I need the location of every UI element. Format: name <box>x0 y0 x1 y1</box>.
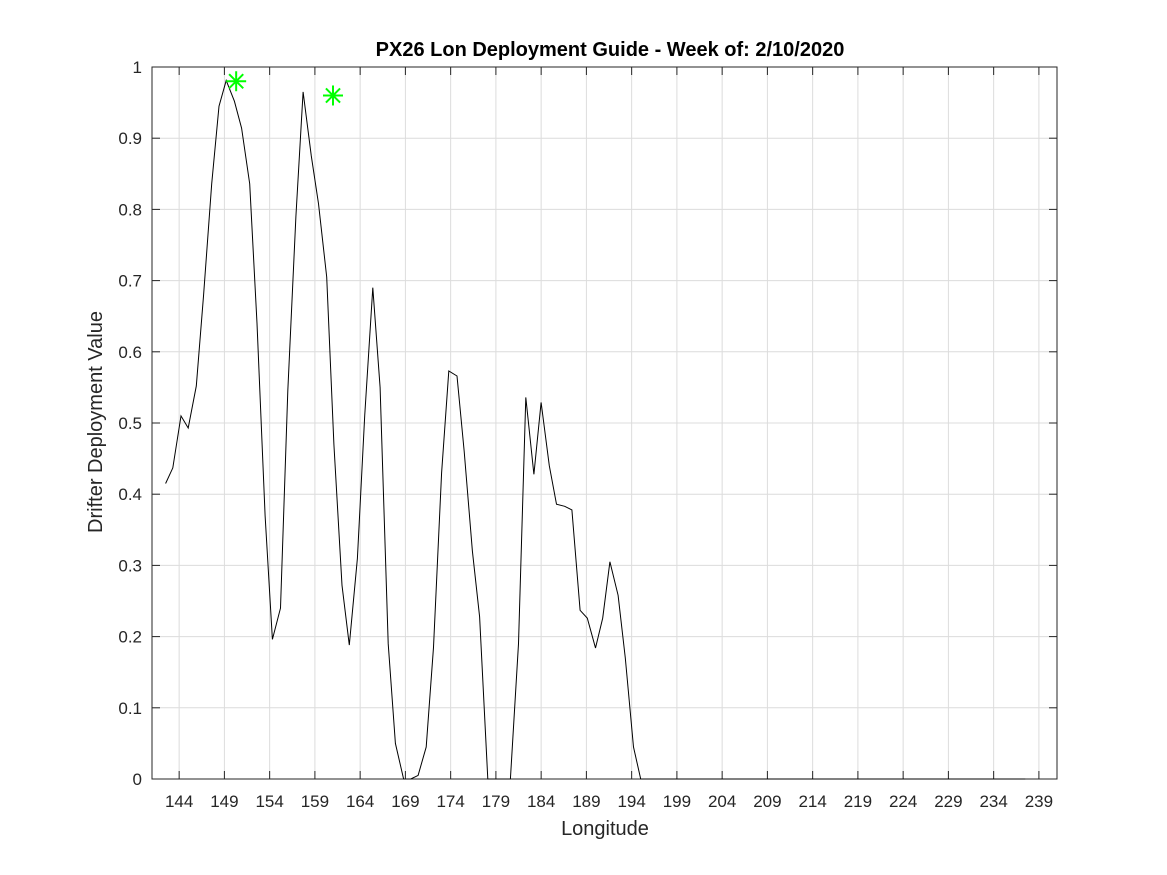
chart-title: PX26 Lon Deployment Guide - Week of: 2/1… <box>376 39 845 61</box>
x-tick-label: 184 <box>527 792 555 811</box>
x-tick-label: 209 <box>753 792 781 811</box>
x-tick-label: 144 <box>165 792 193 811</box>
y-axis-label: Drifter Deployment Value <box>85 311 107 533</box>
x-tick-label: 179 <box>482 792 510 811</box>
x-tick-label: 214 <box>798 792 826 811</box>
peak-marker <box>226 71 247 92</box>
y-tick-label: 0.5 <box>118 414 142 433</box>
y-tick-label: 0.6 <box>118 343 142 362</box>
x-axis-tick-labels: 144 149 154 159 164 169 174 179 184 189 194 199 204 2… <box>165 792 1053 811</box>
x-tick-label: 234 <box>979 792 1007 811</box>
x-tick-label: 189 <box>572 792 600 811</box>
series-line-deployment-value <box>165 78 1026 780</box>
peak-marker <box>323 85 343 106</box>
axis-ticks <box>152 66 1057 780</box>
y-tick-label: 0.2 <box>118 628 142 647</box>
y-tick-label: 0.9 <box>118 129 142 148</box>
highlighted-peak-markers <box>226 71 343 106</box>
x-tick-label: 154 <box>255 792 283 811</box>
y-tick-label: 0.1 <box>118 699 142 718</box>
x-tick-label: 239 <box>1025 792 1053 811</box>
y-tick-label: 0.8 <box>118 200 142 219</box>
y-tick-label: 0.3 <box>118 556 142 575</box>
x-tick-label: 169 <box>391 792 419 811</box>
y-tick-label: 0 <box>133 770 142 789</box>
x-tick-label: 164 <box>346 792 374 811</box>
x-tick-label: 194 <box>617 792 645 811</box>
x-tick-label: 229 <box>934 792 962 811</box>
x-tick-label: 224 <box>889 792 917 811</box>
x-tick-label: 159 <box>301 792 329 811</box>
y-tick-label: 0.4 <box>118 485 142 504</box>
x-tick-label: 174 <box>436 792 464 811</box>
y-tick-label: 0.7 <box>118 272 142 291</box>
y-axis-tick-labels: 0 0.1 0.2 0.3 0.4 0.5 0.6 0.7 0.8 0.9 1 <box>118 58 142 789</box>
x-tick-label: 199 <box>663 792 691 811</box>
x-tick-label: 149 <box>210 792 238 811</box>
y-tick-label: 1 <box>133 58 142 77</box>
x-tick-label: 219 <box>844 792 872 811</box>
x-axis-label: Longitude <box>561 818 649 840</box>
x-tick-label: 204 <box>708 792 736 811</box>
